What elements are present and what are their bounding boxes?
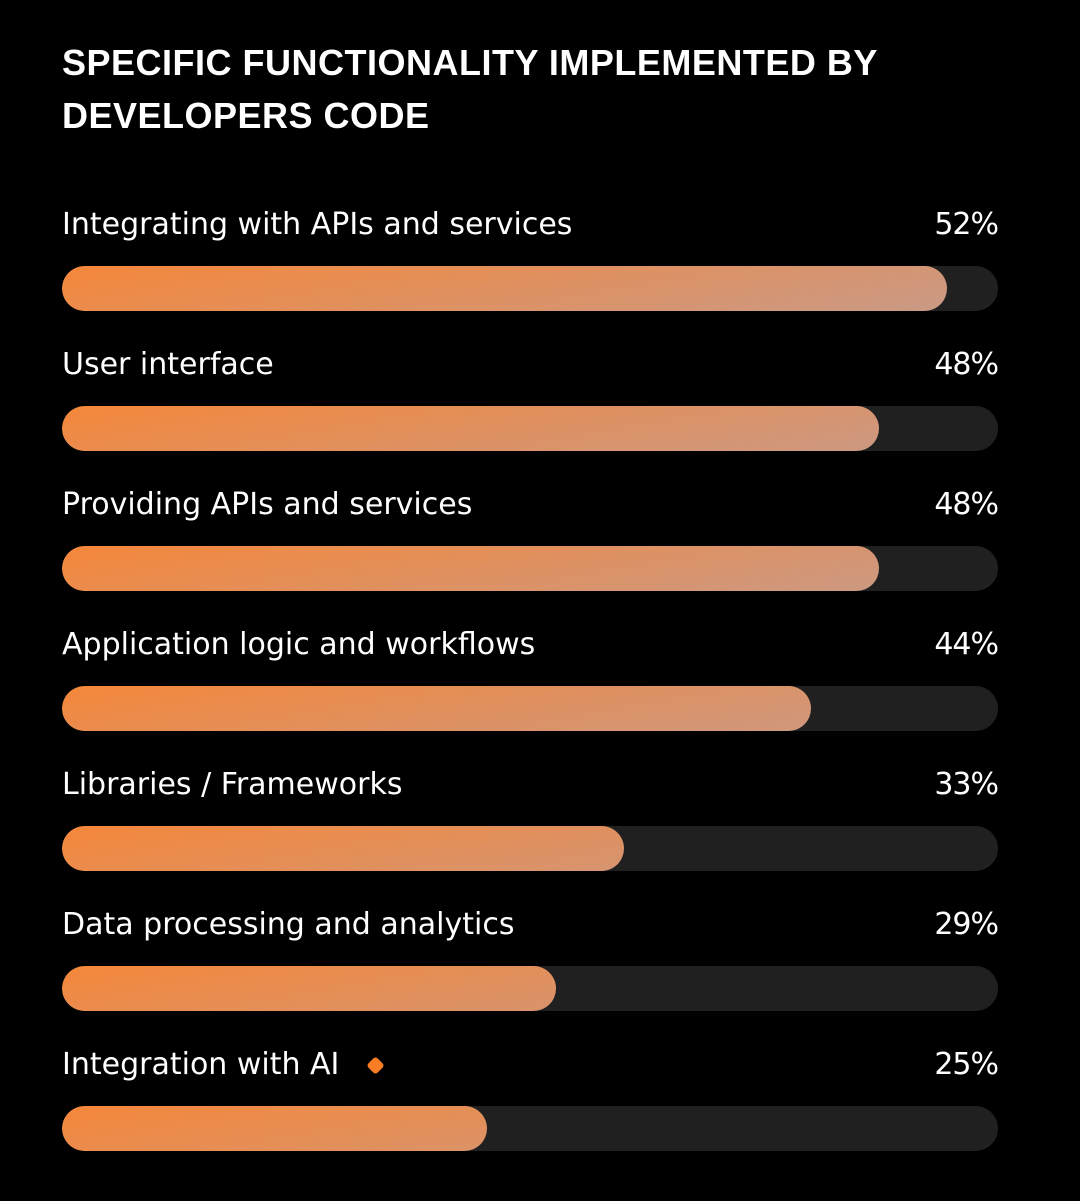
bar-label: Libraries / Frameworks <box>62 760 402 810</box>
bar-value-label: 25% <box>934 1047 999 1082</box>
bar <box>62 406 879 451</box>
diamond-icon <box>366 1055 386 1075</box>
bar-track <box>62 966 998 1011</box>
bar-label: Integration with AI <box>62 1040 386 1090</box>
bar-label: Data processing and analytics <box>62 900 514 950</box>
bar <box>62 826 624 871</box>
bar-value-label: 48% <box>934 347 999 382</box>
bar-label: Application logic and workflows <box>62 620 535 670</box>
bar <box>62 546 879 591</box>
bar <box>62 686 811 731</box>
bar-value-label: 29% <box>934 907 999 942</box>
bar-value-label: 44% <box>934 627 999 662</box>
bar-label-text: Providing APIs and services <box>62 487 473 522</box>
bar-value-label: 33% <box>934 767 999 802</box>
bar <box>62 266 947 311</box>
bar-row: Integration with AI 25% <box>62 1040 999 1170</box>
bar-label-text: User interface <box>62 347 274 382</box>
bar-row: Providing APIs and services 48% <box>62 480 999 610</box>
bar-track <box>62 826 998 871</box>
bar-track <box>62 406 998 451</box>
chart-title: SPECIFIC FUNCTIONALITY IMPLEMENTED BY DE… <box>62 42 878 136</box>
bar-label: Integrating with APIs and services <box>62 200 572 250</box>
bar-row: Application logic and workflows 44% <box>62 620 999 750</box>
bar-track <box>62 546 998 591</box>
bar-label-text: Data processing and analytics <box>62 907 515 942</box>
bar-row: User interface 48% <box>62 340 999 470</box>
bar-label-text: Integrating with APIs and services <box>62 207 573 242</box>
bar-track <box>62 266 998 311</box>
bar-label-text: Libraries / Frameworks <box>62 767 403 802</box>
bar-label-text: Integration with AI <box>62 1047 340 1082</box>
bar-row: Integrating with APIs and services 52% <box>62 200 999 330</box>
bar-label-text: Application logic and workflows <box>62 627 536 662</box>
bar <box>62 966 556 1011</box>
bar-track <box>62 686 998 731</box>
bar-row: Data processing and analytics 29% <box>62 900 999 1030</box>
bar-track <box>62 1106 998 1151</box>
bar-value-label: 52% <box>934 207 999 242</box>
bar-value-label: 48% <box>934 487 999 522</box>
bar <box>62 1106 487 1151</box>
bar-row: Libraries / Frameworks 33% <box>62 760 999 890</box>
bar-label: User interface <box>62 340 274 390</box>
bar-label: Providing APIs and services <box>62 480 472 530</box>
